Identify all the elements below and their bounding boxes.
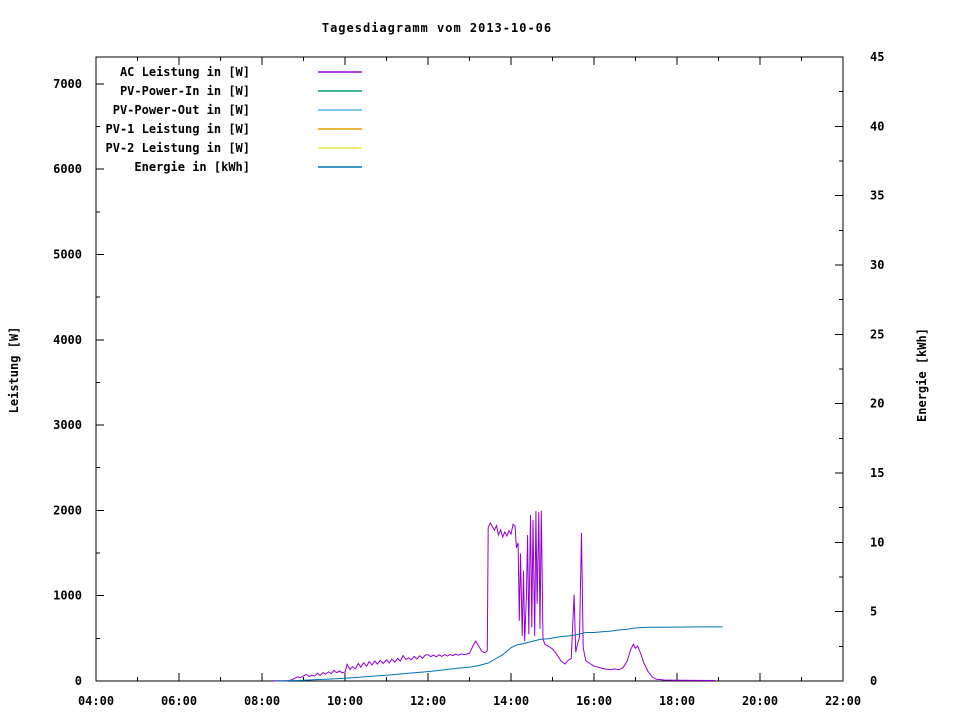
y2-tick-label: 25	[870, 327, 884, 341]
y-tick-label: 1000	[53, 589, 82, 603]
y2-tick-label: 5	[870, 605, 877, 619]
y2-tick-label: 30	[870, 258, 884, 272]
y2-tick-label: 0	[870, 674, 877, 688]
legend-label: PV-2 Leistung in [W]	[106, 141, 251, 155]
x-tick-label: 18:00	[659, 694, 695, 708]
y2-tick-label: 45	[870, 50, 884, 64]
x-tick-label: 08:00	[244, 694, 280, 708]
x-tick-label: 06:00	[161, 694, 197, 708]
y-tick-label: 4000	[53, 333, 82, 347]
y-tick-label: 2000	[53, 503, 82, 517]
legend-label: PV-Power-In in [W]	[120, 84, 250, 98]
x-tick-label: 20:00	[742, 694, 778, 708]
x-tick-label: 16:00	[576, 694, 612, 708]
y-tick-label: 6000	[53, 162, 82, 176]
y-tick-label: 0	[75, 674, 82, 688]
x-tick-label: 04:00	[78, 694, 114, 708]
y2-tick-label: 40	[870, 119, 884, 133]
y2-tick-label: 35	[870, 189, 884, 203]
legend-label: AC Leistung in [W]	[120, 65, 250, 79]
series-ac-leistung-in-w	[272, 510, 716, 682]
y-tick-label: 5000	[53, 247, 82, 261]
x-tick-label: 22:00	[825, 694, 861, 708]
chart-title: Tagesdiagramm vom 2013-10-06	[321, 21, 553, 35]
series-energie-in-kwh	[274, 626, 723, 682]
x-tick-label: 10:00	[327, 694, 363, 708]
x-tick-label: 12:00	[410, 694, 446, 708]
y2-tick-label: 15	[870, 466, 884, 480]
y-axis-label: Leistung [W]	[7, 326, 21, 414]
legend-label: Energie in [kWh]	[134, 160, 250, 174]
x-tick-label: 14:00	[493, 694, 529, 708]
legend-label: PV-Power-Out in [W]	[113, 103, 250, 117]
y-tick-label: 3000	[53, 418, 82, 432]
y2-tick-label: 20	[870, 397, 884, 411]
legend-label: PV-1 Leistung in [W]	[106, 122, 251, 136]
y2-tick-label: 10	[870, 535, 884, 549]
y-tick-label: 7000	[53, 77, 82, 91]
y2-axis-label: Energie [kWh]	[915, 328, 929, 422]
